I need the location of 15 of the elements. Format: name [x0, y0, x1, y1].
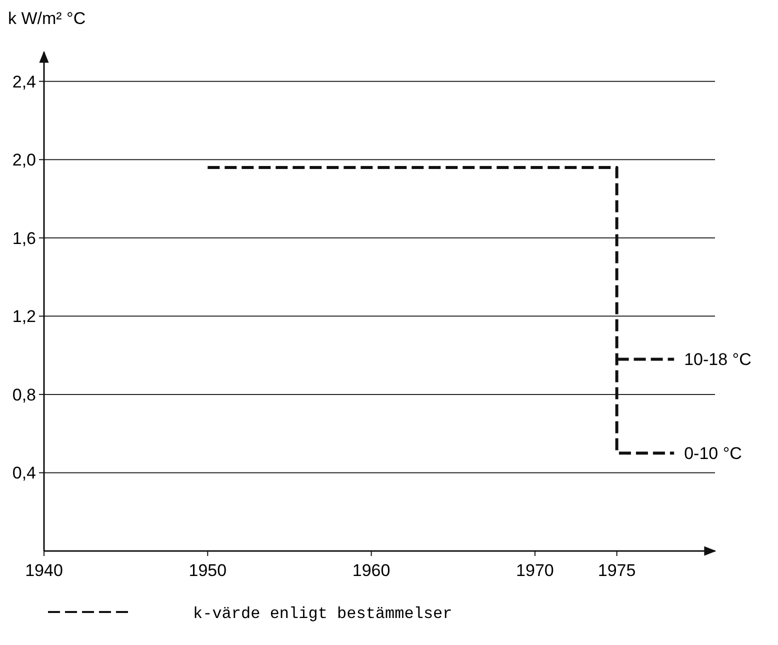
y-tick-label: 0,8 — [12, 385, 36, 404]
y-tick-label: 1,6 — [12, 228, 36, 248]
x-tick-label: 1950 — [188, 561, 227, 580]
y-tick-label: 2,0 — [12, 150, 36, 170]
y-tick-label: 1,2 — [12, 307, 36, 326]
text: k-värde enligt bestämmelser — [193, 605, 452, 623]
annotation: 10-18 °C — [684, 350, 752, 370]
x-tick-label: 1975 — [598, 561, 636, 580]
y-axis-title: k W/m² °C — [8, 9, 86, 28]
annotation: 0-10 °C — [684, 444, 742, 464]
y-tick-label: 2,4 — [12, 72, 36, 92]
x-tick-label: 1940 — [25, 561, 63, 580]
y-tick-label: 0,4 — [12, 464, 36, 483]
x-tick-label: 1970 — [516, 561, 554, 580]
x-tick-label: 1960 — [352, 561, 390, 580]
